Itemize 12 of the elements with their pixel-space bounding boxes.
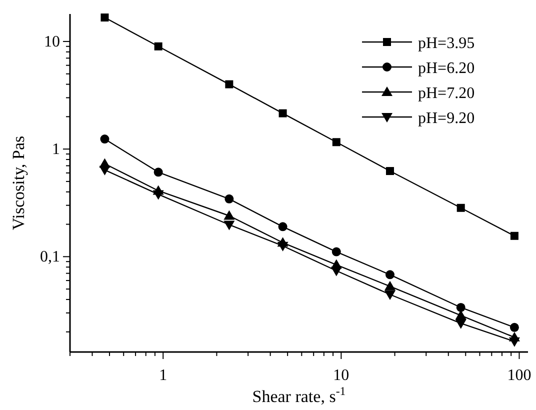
- y-tick-label: 0,1: [40, 248, 60, 266]
- legend-label: pH=6.20: [418, 60, 475, 77]
- y-tick-label: 1: [52, 141, 60, 158]
- y-tick-label: 10: [44, 33, 60, 50]
- x-tick-label: 1: [159, 367, 168, 384]
- legend-label: pH=9.20: [418, 110, 475, 127]
- legend-label: pH=3.95: [418, 35, 475, 52]
- x-tick-label: 100: [507, 367, 532, 384]
- x-tick-label: 10: [333, 367, 350, 384]
- legend-label: pH=7.20: [418, 85, 475, 102]
- y-axis-title: Viscosity, Pas: [9, 136, 28, 230]
- x-axis-title: Shear rate, s$^{-1}$: [252, 384, 346, 406]
